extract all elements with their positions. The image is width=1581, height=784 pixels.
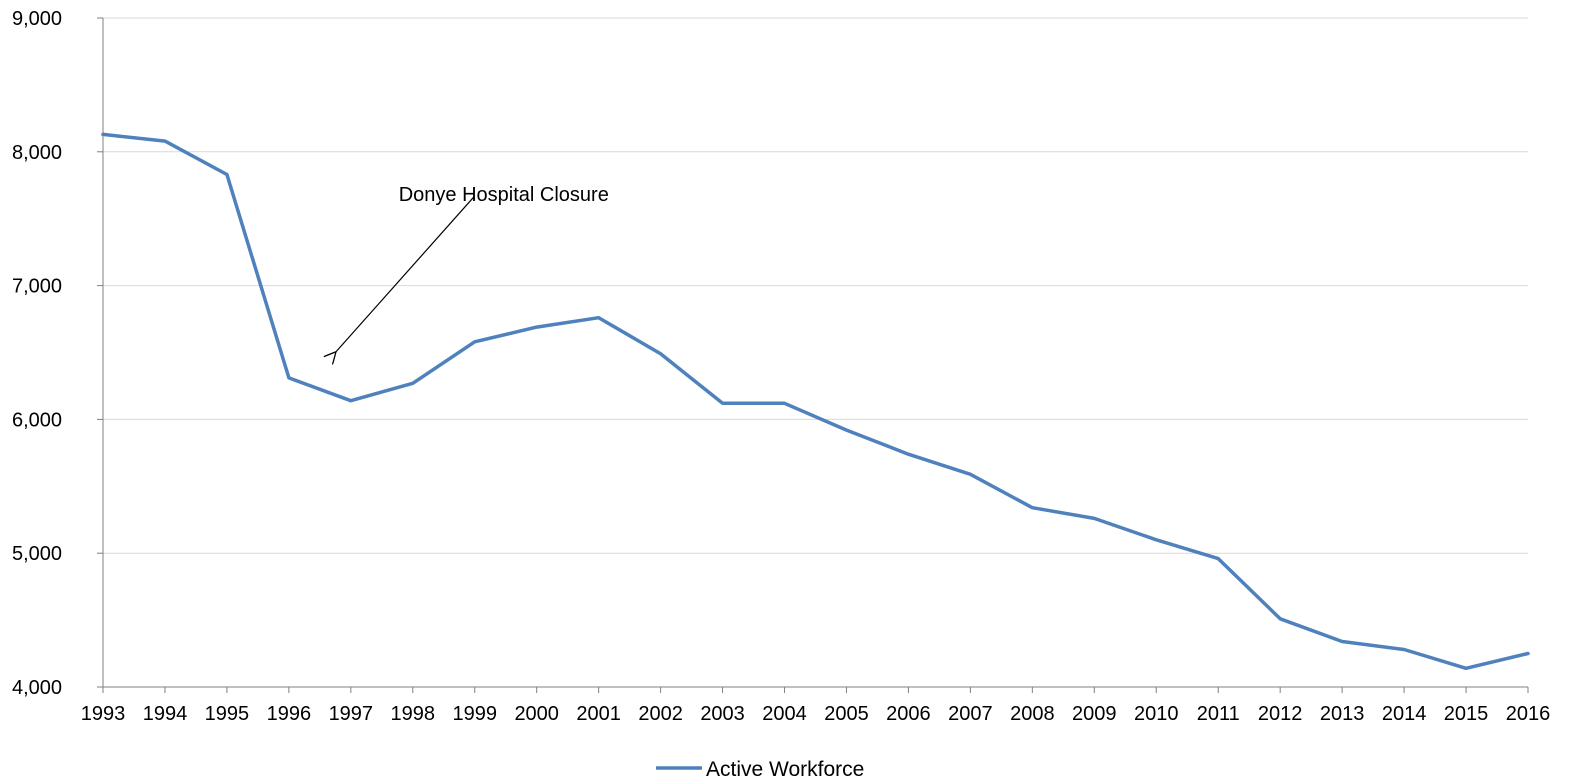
x-tick-label: 1998 <box>391 703 436 725</box>
x-tick-label: 1999 <box>452 703 497 725</box>
series-line-active-workforce <box>101 132 1530 671</box>
x-tick-label: 2013 <box>1320 703 1365 725</box>
x-tick-label: 2011 <box>1197 703 1240 725</box>
x-tick-label: 1995 <box>205 703 250 725</box>
gridlines <box>103 17 1528 554</box>
x-tick-label: 1996 <box>267 703 312 725</box>
x-tick-label: 2001 <box>576 703 621 725</box>
x-tick-label: 2005 <box>824 703 869 725</box>
x-axis-tick-labels: 1993 1994 1995 1996 1997 1998 1999 2000 2001 2002… <box>81 703 1551 725</box>
x-tick-label: 2010 <box>1134 703 1179 725</box>
x-tick-label: 2007 <box>948 703 993 725</box>
legend: Active Workforce <box>656 758 864 781</box>
y-axis-tick-labels: 4,000 5,000 6,000 7,000 8,000 9,000 <box>12 8 62 699</box>
x-tick-label: 2000 <box>514 703 559 725</box>
series-layer <box>101 132 1530 671</box>
x-tick-label: 2008 <box>1010 703 1055 725</box>
legend-label: Active Workforce <box>706 758 864 781</box>
x-tick-label: 2012 <box>1258 703 1303 725</box>
x-tick-label: 2014 <box>1382 703 1427 725</box>
x-tick-label: 2002 <box>638 703 683 725</box>
y-tick-label: 8,000 <box>12 142 62 164</box>
x-tick-label: 2003 <box>700 703 745 725</box>
axes <box>97 17 1529 693</box>
y-tick-label: 6,000 <box>12 409 62 431</box>
annotation-label: Donye Hospital Closure <box>399 184 609 206</box>
x-tick-label: 1994 <box>143 703 188 725</box>
x-tick-label: 1993 <box>81 703 126 725</box>
y-tick-label: 5,000 <box>12 543 62 565</box>
x-tick-label: 2015 <box>1444 703 1489 725</box>
y-tick-label: 7,000 <box>12 276 62 298</box>
x-tick-label: 2016 <box>1506 703 1551 725</box>
x-tick-label: 1997 <box>329 703 374 725</box>
annotations-layer: Donye Hospital Closure <box>335 184 609 353</box>
x-tick-label: 2009 <box>1072 703 1117 725</box>
y-tick-label: 9,000 <box>12 8 62 30</box>
x-tick-label: 2006 <box>886 703 931 725</box>
y-tick-label: 4,000 <box>12 677 62 699</box>
x-tick-label: 2004 <box>762 703 807 725</box>
annotation-arrow <box>335 195 476 353</box>
